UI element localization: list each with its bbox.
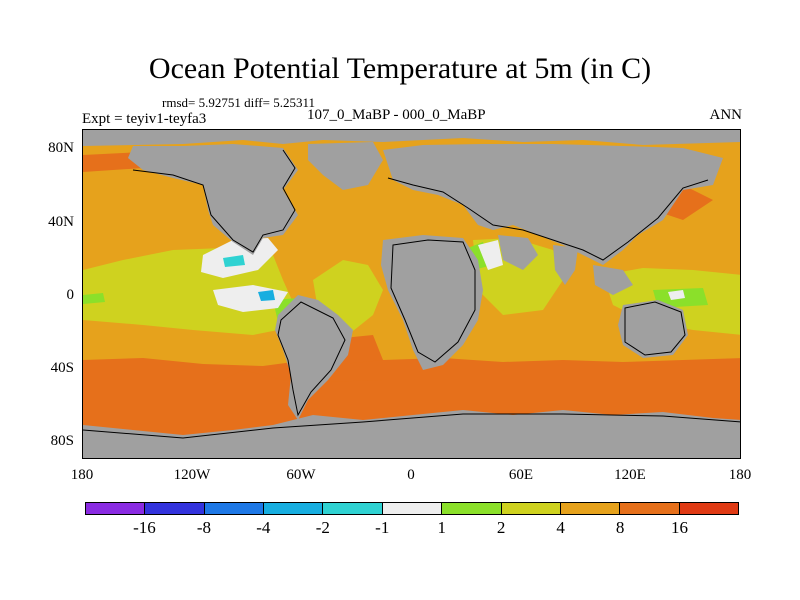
lat-label-80n: 80N bbox=[48, 140, 74, 156]
colorbar-segment bbox=[560, 503, 621, 514]
coast-antarctica bbox=[83, 413, 740, 439]
lon-label-180w: 180 bbox=[70, 467, 94, 483]
white-patch-4 bbox=[668, 290, 685, 300]
land-greenland bbox=[308, 142, 383, 190]
colorbar-label: -4 bbox=[256, 518, 271, 537]
coast-north-america bbox=[132, 149, 296, 253]
land-antarctica bbox=[83, 410, 740, 458]
land-se-asia bbox=[593, 265, 633, 295]
colorbar-label: 1 bbox=[437, 518, 446, 537]
colorbar-segment bbox=[204, 503, 265, 514]
difference-label: 107_0_MaBP - 000_0_MaBP bbox=[307, 107, 486, 123]
land-south-america bbox=[275, 295, 353, 420]
experiment-label: Expt = teyiv1-teyfa3 bbox=[82, 111, 207, 127]
map-title: Ocean Potential Temperature at 5m (in C) bbox=[148, 52, 652, 85]
colorbar-segment bbox=[620, 503, 680, 514]
land-africa bbox=[381, 235, 483, 370]
colorbar-label: -8 bbox=[196, 518, 211, 537]
colorbar-segment bbox=[679, 503, 738, 514]
coastlines bbox=[83, 149, 740, 439]
colorbar-label: 16 bbox=[671, 518, 689, 537]
colorbar-segment bbox=[442, 503, 502, 514]
coast-australia bbox=[624, 301, 686, 356]
colorbar-label: 8 bbox=[615, 518, 625, 537]
land-north-america bbox=[128, 144, 298, 255]
cyan-patch-1 bbox=[223, 255, 245, 267]
colorbar-segment bbox=[382, 503, 443, 514]
colorbar-label: 2 bbox=[496, 518, 506, 537]
lat-label-0: 0 bbox=[66, 287, 75, 303]
green-patch-1 bbox=[83, 293, 105, 304]
colorbar-segment bbox=[323, 503, 383, 514]
land-india bbox=[553, 245, 578, 285]
colorbar-segment bbox=[86, 503, 146, 514]
lon-label-0: 0 bbox=[407, 467, 415, 483]
land-arctic bbox=[83, 130, 740, 146]
stats-text: rmsd= 5.92751 diff= 5.25311 bbox=[162, 95, 315, 110]
land-australia bbox=[618, 300, 688, 358]
map-panel bbox=[82, 129, 741, 459]
white-patch-3 bbox=[478, 240, 503, 270]
lat-label-80s: 80S bbox=[50, 433, 74, 449]
season-label: ANN bbox=[709, 107, 743, 123]
blue-patch-1 bbox=[258, 290, 275, 301]
land-masses bbox=[83, 130, 740, 458]
coast-africa bbox=[390, 239, 476, 363]
colorbar-label: -1 bbox=[375, 518, 390, 537]
map-svg bbox=[83, 130, 740, 458]
colorbar-label: -16 bbox=[133, 518, 156, 537]
lon-label-60w: 60W bbox=[286, 467, 316, 483]
lat-label-40n: 40N bbox=[48, 214, 74, 230]
lat-label-40s: 40S bbox=[50, 360, 74, 376]
lon-label-120w: 120W bbox=[173, 467, 211, 483]
colorbar-segment bbox=[501, 503, 561, 514]
colorbar-segment bbox=[145, 503, 205, 514]
land-arabia bbox=[498, 235, 538, 270]
lon-label-180e: 180 bbox=[728, 467, 752, 483]
colorbar-label: -2 bbox=[315, 518, 330, 537]
lon-label-60e: 60E bbox=[508, 467, 534, 483]
colorbar bbox=[85, 502, 739, 515]
lon-label-120e: 120E bbox=[614, 467, 646, 483]
coast-eurasia bbox=[387, 177, 709, 261]
colorbar-label: 4 bbox=[556, 518, 565, 537]
colorbar-segment bbox=[264, 503, 324, 514]
coast-south-america bbox=[277, 301, 346, 417]
land-eurasia bbox=[383, 144, 723, 265]
